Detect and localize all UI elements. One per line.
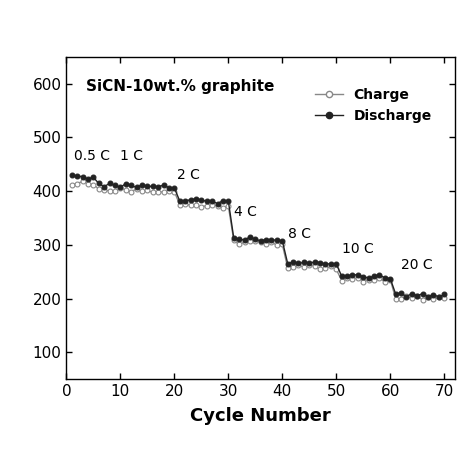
Text: 10 C: 10 C — [342, 242, 374, 255]
Text: 20 C: 20 C — [401, 258, 433, 272]
Text: 4 C: 4 C — [234, 205, 256, 219]
Text: 0.5 C: 0.5 C — [74, 149, 110, 163]
Legend: Charge, Discharge: Charge, Discharge — [307, 80, 440, 132]
Text: SiCN-10wt.% graphite: SiCN-10wt.% graphite — [86, 80, 274, 94]
Text: 8 C: 8 C — [288, 227, 310, 241]
Text: 2 C: 2 C — [177, 167, 200, 182]
X-axis label: Cycle Number: Cycle Number — [191, 407, 331, 425]
Text: 1 C: 1 C — [120, 149, 143, 163]
